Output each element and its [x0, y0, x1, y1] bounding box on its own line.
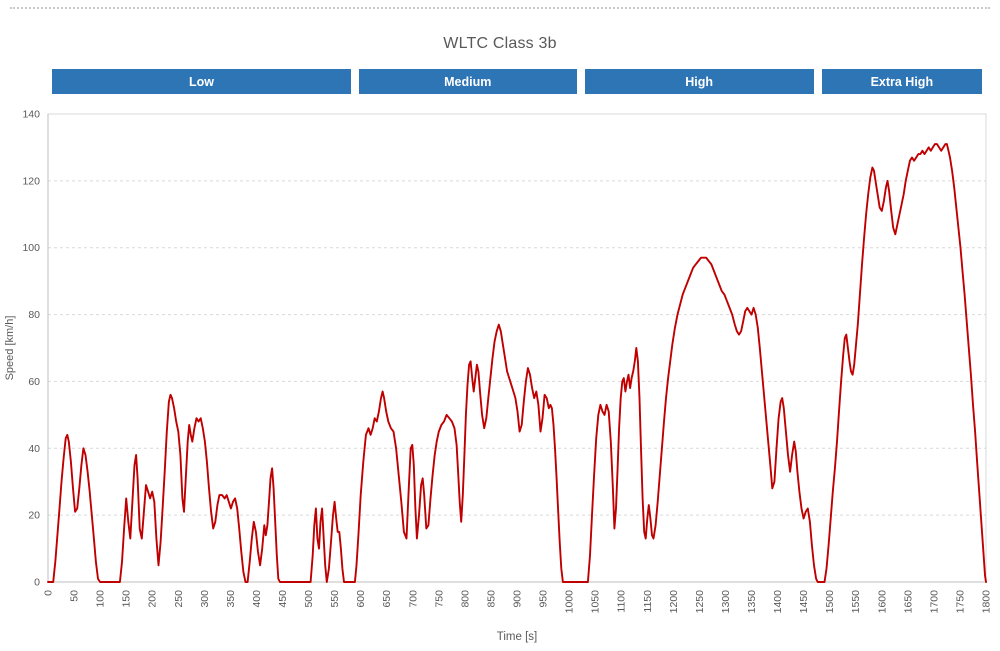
svg-text:50: 50: [69, 590, 81, 602]
svg-text:1250: 1250: [694, 590, 706, 614]
phase-bands: Low Medium High Extra High: [48, 69, 986, 94]
svg-text:1800: 1800: [981, 590, 993, 614]
svg-text:1000: 1000: [564, 590, 576, 614]
svg-text:1700: 1700: [928, 590, 940, 614]
svg-text:1050: 1050: [590, 590, 602, 614]
svg-text:0: 0: [43, 590, 55, 596]
chart-title: WLTC Class 3b: [443, 35, 557, 52]
gridlines: [48, 113, 986, 516]
svg-text:1750: 1750: [954, 590, 966, 614]
x-axis-tick-labels: 0 50 100 150 200 250 300 350 400 450 500 550 600 650 7…: [43, 590, 993, 614]
svg-text:700: 700: [407, 590, 419, 608]
svg-text:1400: 1400: [772, 590, 784, 614]
svg-text:20: 20: [28, 510, 40, 522]
svg-text:140: 140: [22, 109, 40, 121]
svg-text:900: 900: [512, 590, 524, 608]
svg-text:1600: 1600: [876, 590, 888, 614]
phase-band-high: High: [584, 69, 814, 94]
speed-trace-line: [47, 143, 987, 583]
svg-text:800: 800: [459, 590, 471, 608]
phase-band-label: Low: [188, 74, 214, 89]
svg-text:1550: 1550: [850, 590, 862, 614]
svg-text:600: 600: [355, 590, 367, 608]
svg-text:1150: 1150: [642, 590, 654, 613]
svg-text:1500: 1500: [824, 590, 836, 614]
svg-text:1450: 1450: [798, 590, 810, 614]
svg-text:1650: 1650: [902, 590, 914, 614]
x-axis-title: Time [s]: [497, 631, 537, 643]
svg-text:250: 250: [173, 590, 185, 608]
svg-text:550: 550: [329, 590, 341, 608]
svg-text:40: 40: [28, 443, 40, 455]
svg-text:200: 200: [147, 590, 159, 608]
svg-text:350: 350: [225, 590, 237, 608]
svg-text:750: 750: [433, 590, 445, 608]
svg-text:400: 400: [251, 590, 263, 608]
phase-band-medium: Medium: [358, 69, 577, 94]
y-axis-title: Speed [km/h]: [4, 316, 16, 381]
svg-text:1350: 1350: [746, 590, 758, 614]
svg-text:150: 150: [121, 590, 133, 608]
dotted-guide-line: [10, 7, 990, 9]
svg-text:950: 950: [538, 590, 550, 608]
phase-band-extra-high: Extra High: [821, 69, 982, 94]
y-axis-tick-labels: 0 20 40 60 80 100 120 140: [22, 109, 40, 589]
plot-border: [47, 113, 987, 583]
svg-text:120: 120: [22, 175, 40, 187]
svg-text:60: 60: [28, 376, 40, 388]
svg-text:300: 300: [199, 590, 211, 608]
phase-band-label: Extra High: [870, 74, 934, 89]
svg-text:450: 450: [277, 590, 289, 608]
svg-text:100: 100: [95, 590, 107, 608]
svg-text:100: 100: [22, 242, 40, 254]
svg-text:1300: 1300: [720, 590, 732, 614]
phase-band-label: High: [685, 74, 713, 89]
svg-text:80: 80: [28, 309, 40, 321]
svg-text:850: 850: [485, 590, 497, 608]
svg-text:650: 650: [381, 590, 393, 608]
svg-text:1100: 1100: [616, 590, 628, 613]
svg-text:500: 500: [303, 590, 315, 608]
phase-band-low: Low: [52, 69, 351, 94]
svg-text:1200: 1200: [668, 590, 680, 614]
phase-band-label: Medium: [444, 74, 492, 89]
svg-text:0: 0: [34, 577, 40, 589]
